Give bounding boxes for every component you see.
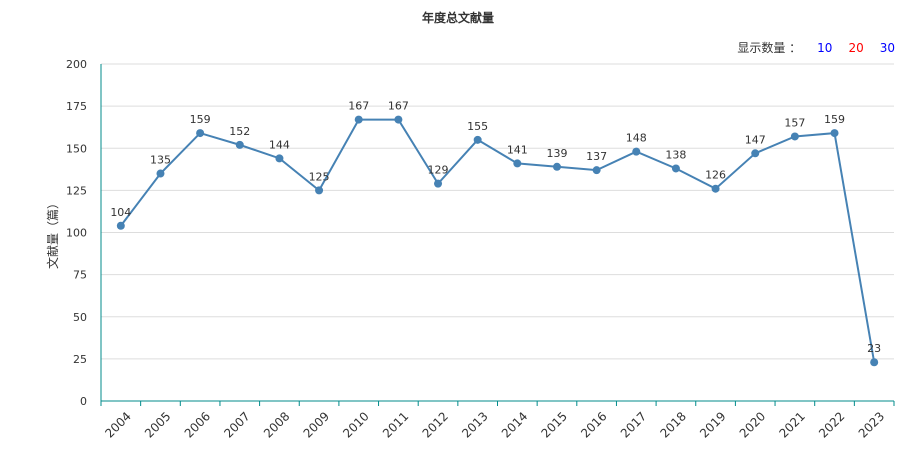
x-tick-label: 2022 <box>816 409 847 440</box>
data-point[interactable] <box>830 129 839 138</box>
data-point[interactable] <box>751 149 760 158</box>
display-count-bar: 显示数量 ： 10 20 30 <box>737 39 895 56</box>
data-label: 125 <box>309 170 330 183</box>
data-label: 138 <box>665 148 686 161</box>
grid-lines <box>101 63 894 360</box>
data-point[interactable] <box>790 132 799 141</box>
data-point[interactable] <box>196 129 205 138</box>
display-count-option-30[interactable]: 30 <box>879 40 895 55</box>
display-count-label: 显示数量 ： <box>737 41 802 55</box>
data-point[interactable] <box>473 135 482 144</box>
data-label: 159 <box>190 113 211 126</box>
data-label: 159 <box>824 113 845 126</box>
x-tick-label: 2021 <box>776 409 807 440</box>
data-point[interactable] <box>513 159 522 168</box>
y-tick-label: 25 <box>73 353 87 366</box>
x-tick-label: 2020 <box>737 409 768 440</box>
x-tick-label: 2015 <box>539 409 570 440</box>
data-point[interactable] <box>671 164 680 173</box>
data-point[interactable] <box>315 186 324 195</box>
data-label: 141 <box>507 143 528 156</box>
x-tick-label: 2009 <box>301 409 332 440</box>
data-labels: 104 135 159 152 144 125 167 167 129 155 141 139 137 1… <box>110 100 881 356</box>
x-tick-label: 2005 <box>142 409 173 440</box>
data-point[interactable] <box>156 169 165 178</box>
data-label: 167 <box>348 100 369 113</box>
x-tick-label: 2017 <box>618 409 649 440</box>
data-point[interactable] <box>870 358 879 367</box>
x-tick-label: 2012 <box>420 409 451 440</box>
y-tick-label: 150 <box>66 142 87 155</box>
x-tick-label: 2016 <box>578 409 609 440</box>
x-tick-label: 2011 <box>380 409 411 440</box>
y-tick-label: 75 <box>73 269 87 282</box>
data-point[interactable] <box>116 221 125 230</box>
y-tick-labels: 0 25 50 75 100 125 150 175 200 <box>66 58 87 408</box>
data-point[interactable] <box>275 154 284 163</box>
data-label: 104 <box>110 206 131 219</box>
series-line-path <box>120 118 876 363</box>
data-point[interactable] <box>394 115 403 124</box>
data-point[interactable] <box>434 179 443 188</box>
x-tick-label: 2013 <box>459 409 490 440</box>
x-tick-label: 2014 <box>499 409 530 440</box>
y-tick-label: 175 <box>66 100 87 113</box>
y-tick-label: 50 <box>73 311 87 324</box>
data-point[interactable] <box>552 162 561 171</box>
display-count-option-20[interactable]: 20 <box>848 40 864 55</box>
data-label: 129 <box>428 164 449 177</box>
data-label: 144 <box>269 138 290 151</box>
data-point[interactable] <box>592 166 601 175</box>
x-tick-labels: 2004 2005 2006 2007 2008 2009 2010 2011 2012 2013… <box>102 409 887 440</box>
data-label: 147 <box>745 133 766 146</box>
data-label: 139 <box>546 147 567 160</box>
x-tick-label: 2007 <box>221 409 252 440</box>
data-point[interactable] <box>354 115 363 124</box>
y-axis-label: 文献量（篇） <box>45 197 60 269</box>
x-tick-label: 2023 <box>856 409 887 440</box>
x-tick-label: 2004 <box>102 409 133 440</box>
data-label: 167 <box>388 100 409 113</box>
series-line <box>120 118 876 363</box>
data-label: 157 <box>784 116 805 129</box>
x-tick-label: 2019 <box>697 409 728 440</box>
data-point[interactable] <box>632 147 641 156</box>
data-point[interactable] <box>235 140 244 149</box>
x-tick-label: 2008 <box>261 409 292 440</box>
y-tick-label: 0 <box>80 395 87 408</box>
axes <box>100 64 895 406</box>
data-point[interactable] <box>711 184 720 193</box>
chart-title: 年度总文献量 <box>421 11 494 25</box>
x-tick-label: 2006 <box>182 409 213 440</box>
data-label: 155 <box>467 120 488 133</box>
data-points <box>116 115 879 367</box>
y-tick-label: 125 <box>66 184 87 197</box>
data-label: 137 <box>586 150 607 163</box>
data-label: 148 <box>626 132 647 145</box>
data-label: 135 <box>150 154 171 167</box>
data-label: 152 <box>229 125 250 138</box>
y-tick-label: 100 <box>66 227 87 240</box>
display-count-option-10[interactable]: 10 <box>817 40 833 55</box>
y-tick-label: 200 <box>66 58 87 71</box>
x-tick-label: 2010 <box>340 409 371 440</box>
x-tick-label: 2018 <box>657 409 688 440</box>
data-label: 23 <box>867 342 881 355</box>
data-label: 126 <box>705 169 726 182</box>
